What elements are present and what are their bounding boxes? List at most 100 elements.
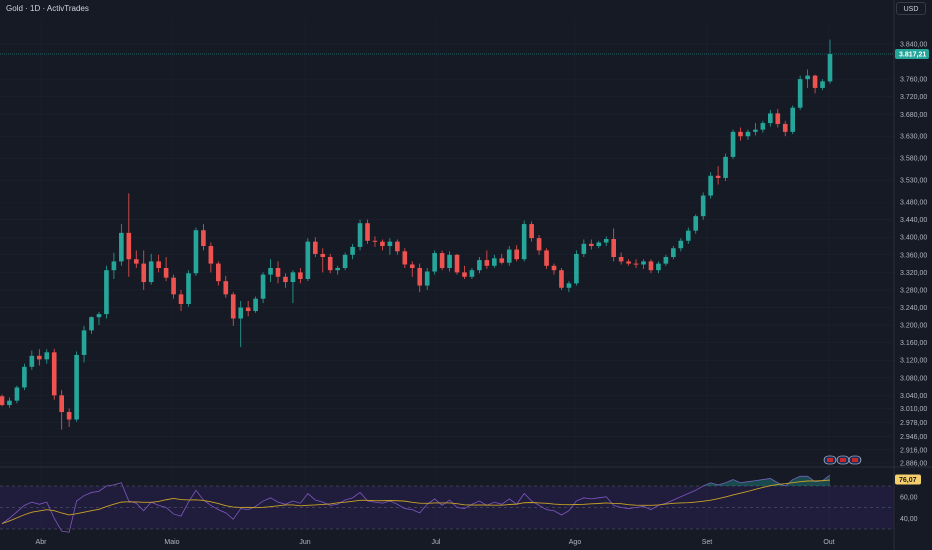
candle-body [36, 355, 42, 360]
candles-layer [0, 39, 894, 430]
candle-body [641, 261, 646, 265]
candle [805, 69, 810, 88]
candle-body [574, 253, 579, 284]
candle-body [275, 267, 281, 277]
candle [66, 408, 72, 427]
flag-stripe [827, 458, 833, 462]
candle [14, 385, 20, 404]
candle [484, 250, 490, 269]
economic-event-flag[interactable] [848, 455, 862, 465]
candle-body [588, 243, 594, 247]
candle-body [633, 263, 639, 265]
candle-body [186, 273, 191, 305]
price-tick-label: 3.440,00 [900, 217, 927, 224]
time-tick-label: Jul [432, 539, 441, 546]
price-tick-label: 3.280,00 [900, 287, 927, 294]
candle [260, 272, 266, 304]
price-tick-label: 3.040,00 [900, 393, 927, 400]
price-tick-label: 3.580,00 [900, 156, 927, 163]
candle-body [387, 241, 393, 247]
candle-body [812, 75, 818, 88]
price-tick-label: 3.160,00 [900, 340, 927, 347]
candle [59, 390, 64, 430]
candle [409, 261, 415, 277]
candle-body [753, 129, 758, 132]
candle [551, 263, 557, 275]
price-tick-label: 3.530,00 [900, 178, 927, 185]
candle-body [492, 258, 497, 266]
currency-button[interactable]: USD [896, 2, 926, 15]
candle [581, 239, 587, 258]
candle [96, 311, 102, 326]
candle [126, 193, 132, 277]
candle-body [380, 241, 385, 247]
candle [312, 237, 318, 258]
candle-body [768, 113, 773, 124]
candle [201, 224, 206, 251]
candle-body [454, 254, 460, 273]
candle-body [29, 355, 35, 367]
candle-body [663, 257, 669, 264]
candle [223, 275, 229, 298]
candle-body [596, 242, 602, 247]
candle-body [484, 260, 490, 266]
candle [797, 75, 803, 110]
candle [253, 296, 258, 313]
candle [685, 227, 691, 244]
candle [268, 259, 273, 283]
candle [148, 253, 154, 285]
candle-body [298, 272, 303, 279]
candle-body [760, 123, 766, 130]
candle-body [104, 270, 109, 315]
rsi-value-tag [895, 474, 921, 485]
candle [44, 349, 50, 364]
candle-body [671, 248, 676, 258]
candle-body [708, 175, 713, 196]
candle [350, 243, 355, 260]
candle-body [626, 261, 631, 264]
events-layer[interactable] [823, 455, 862, 465]
candle [693, 214, 699, 234]
candle [611, 228, 616, 262]
candle-body [417, 267, 423, 286]
candle [775, 109, 781, 128]
candle-body [700, 195, 706, 217]
candle-body [447, 254, 452, 268]
economic-event-flag[interactable] [836, 455, 850, 465]
candle-body [365, 223, 370, 241]
candle-body [253, 298, 258, 312]
economic-event-flag[interactable] [823, 455, 837, 465]
candle [380, 239, 385, 251]
candle-body [603, 239, 609, 243]
candle-body [133, 259, 139, 264]
candle-body [678, 240, 684, 249]
candle-body [290, 272, 296, 283]
candle [402, 248, 408, 268]
time-axis: Abr Maio Jun Jul Ago Set Out [36, 539, 835, 546]
candle-body [544, 250, 549, 266]
candle [298, 267, 303, 284]
candle [230, 292, 236, 326]
price-tick-label: 3.840,00 [900, 42, 927, 49]
rsi-line [1, 474, 831, 533]
price-tick-label: 2.946,00 [900, 434, 927, 441]
candle-body [529, 224, 534, 239]
candle-body [790, 107, 796, 132]
candle [365, 219, 370, 244]
price-tick-label: 2.886,00 [900, 461, 927, 468]
candle [305, 238, 311, 282]
candle [424, 267, 430, 290]
candle-body [730, 131, 736, 157]
candle [417, 263, 423, 293]
candle-body [685, 230, 691, 241]
candle [753, 123, 758, 136]
candle [186, 270, 191, 307]
candle [768, 109, 773, 127]
candle [574, 250, 579, 286]
candle-body [506, 249, 512, 263]
candle-body [22, 366, 27, 388]
time-tick-label: Set [702, 539, 713, 546]
candle [529, 221, 534, 242]
candle-body [238, 307, 244, 319]
